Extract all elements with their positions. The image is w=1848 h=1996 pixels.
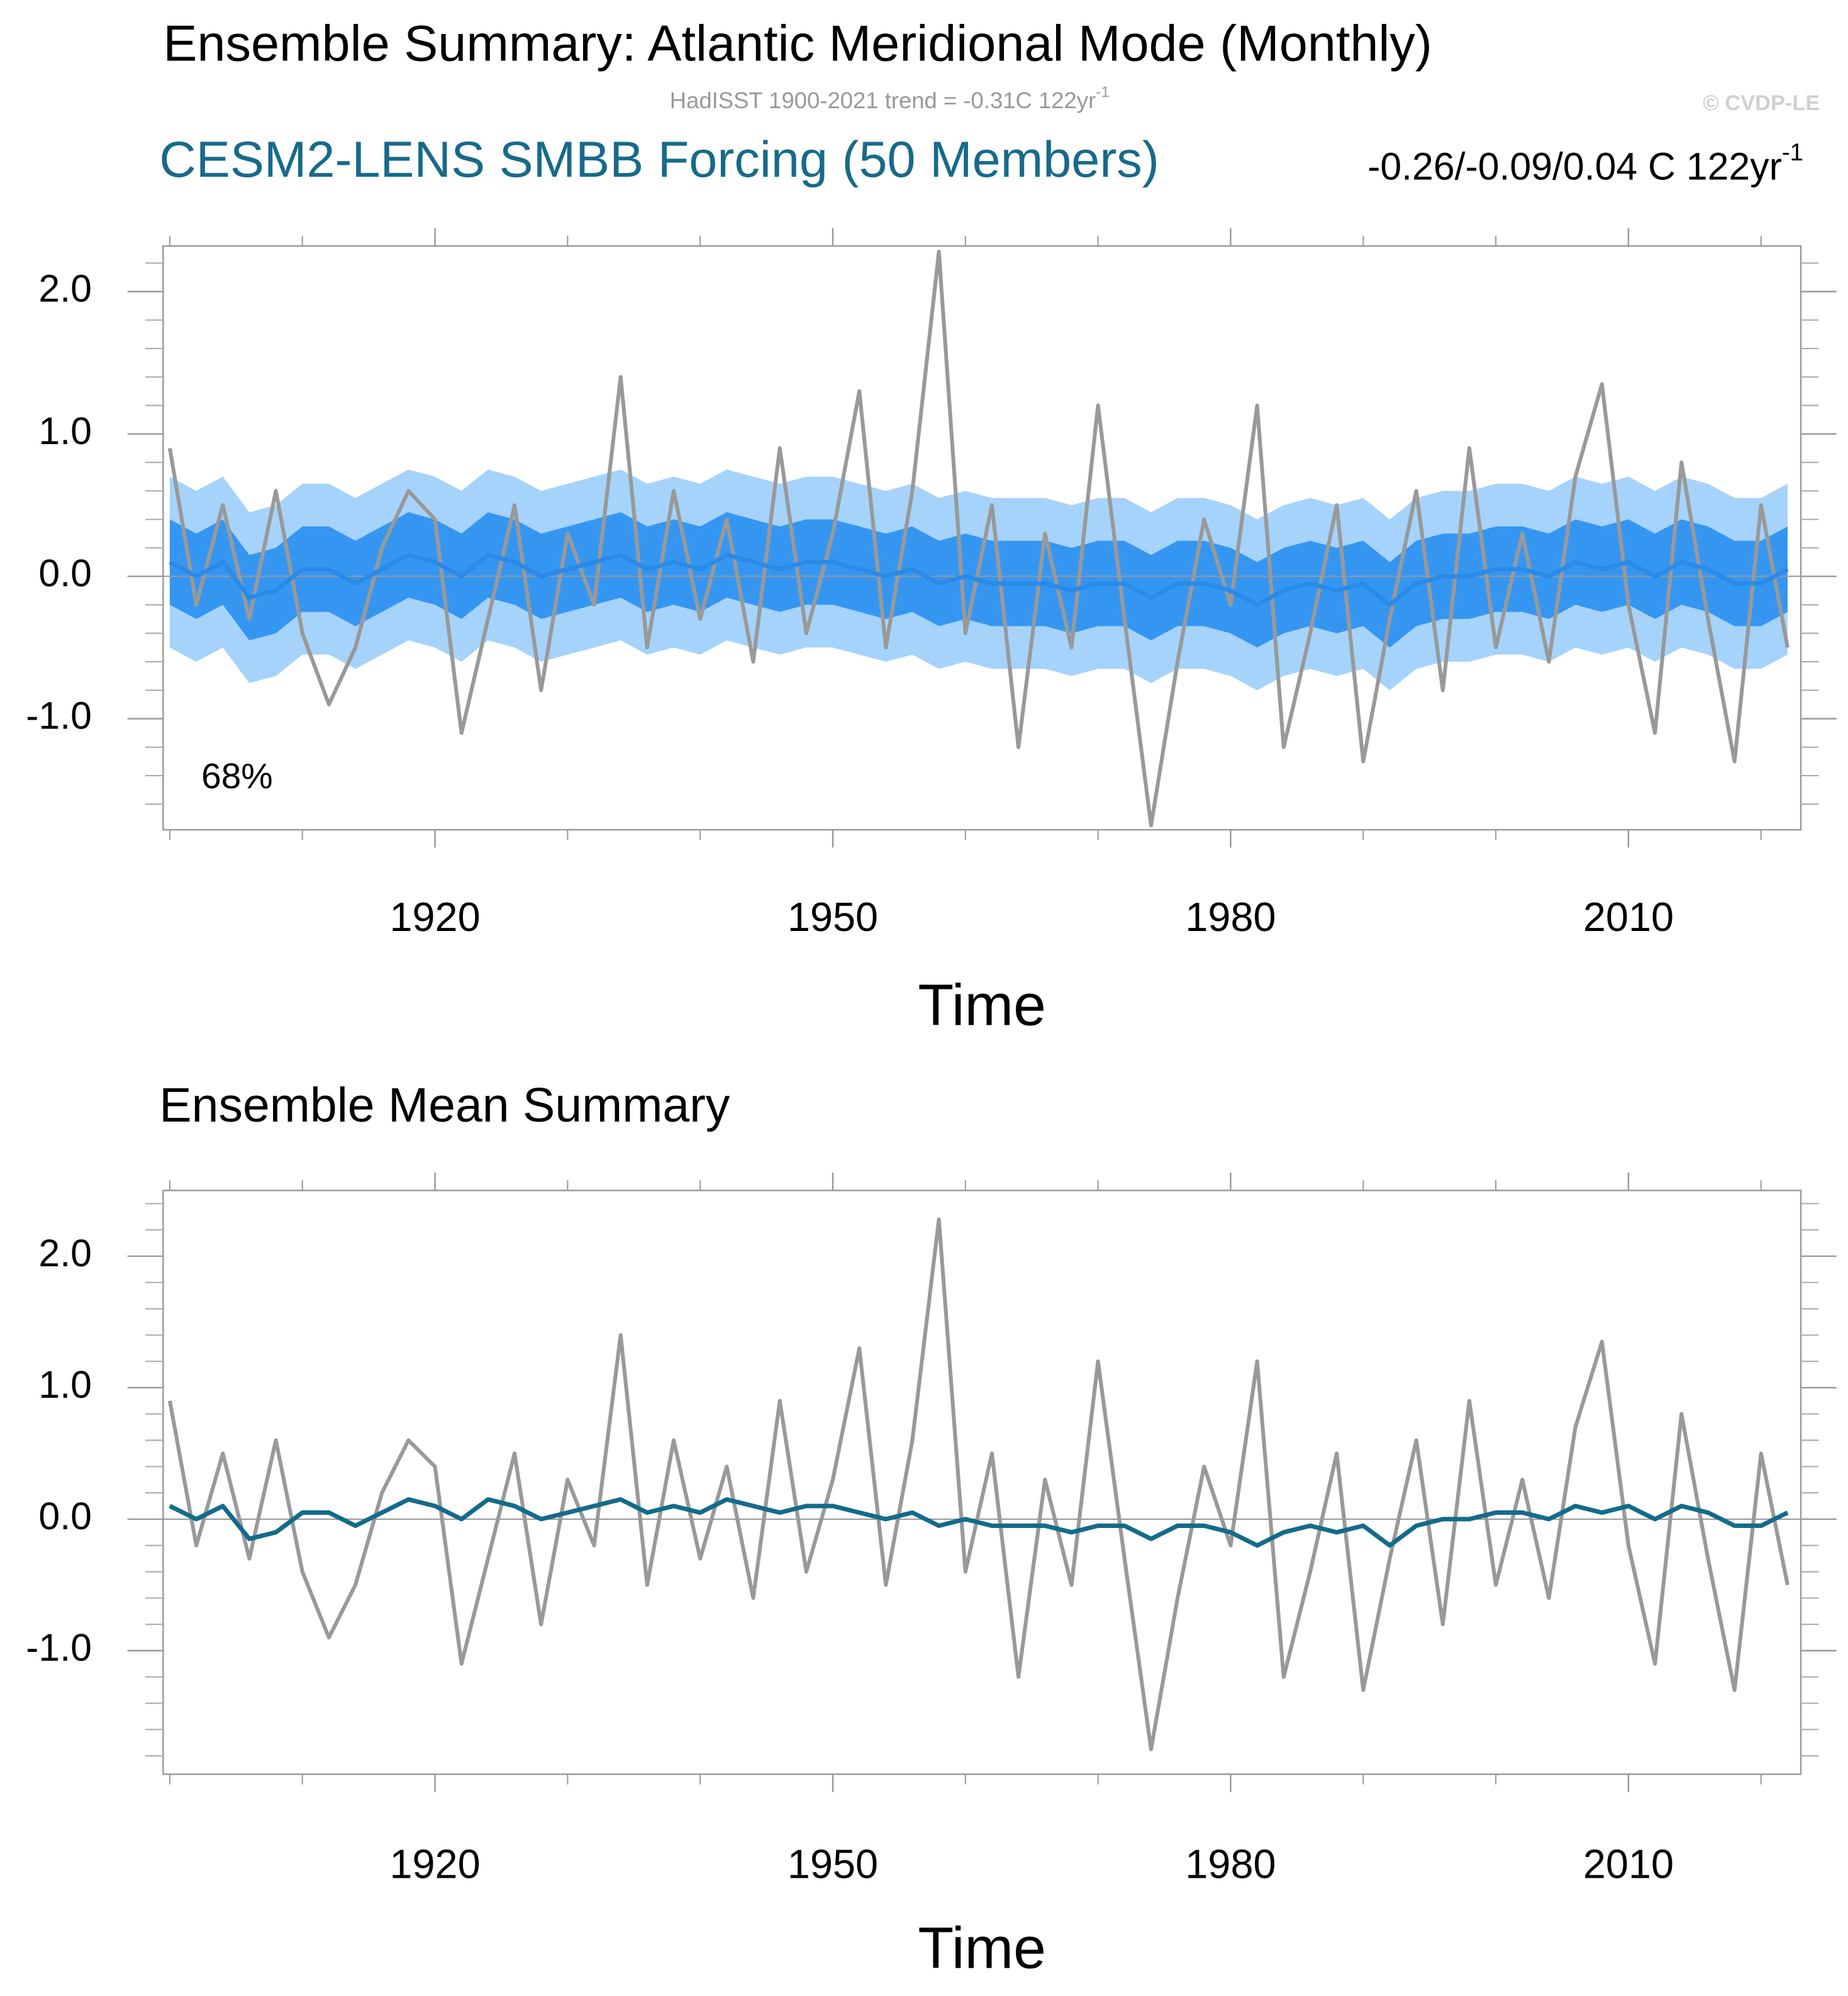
obs-trend-text: HadISST 1900-2021 trend = -0.31C 122yr — [670, 87, 1096, 113]
line-series — [169, 552, 1789, 607]
x-tick-label: 1950 — [788, 1841, 878, 1887]
model-trend-text: -0.26/-0.09/0.04 C 122yr — [1367, 145, 1782, 188]
x-tick-label: 2010 — [1583, 1841, 1674, 1887]
chart-title: Ensemble Mean Summary — [159, 1078, 730, 1132]
copyright: © CVDP-LE — [1703, 91, 1820, 115]
y-tick-label: 1.0 — [38, 410, 91, 452]
plot-frame — [162, 245, 1802, 831]
x-tick-label: 1980 — [1185, 894, 1276, 940]
x-tick-label: 1950 — [788, 894, 878, 940]
model-trend: -0.26/-0.09/0.04 C 122yr-1 — [1367, 139, 1803, 187]
y-tick-label: -1.0 — [26, 694, 92, 737]
model-label: CESM2-LENS SMBB Forcing (50 Members) — [159, 131, 1159, 188]
y-tick-label: -1.0 — [26, 1626, 92, 1669]
x-tick-label: 2010 — [1583, 894, 1674, 940]
x-axis-label: Time — [918, 1915, 1046, 1981]
obs-trend: HadISST 1900-2021 trend = -0.31C 122yr-1 — [670, 84, 1110, 113]
plot-frame — [162, 1190, 1802, 1775]
obs-trend-sup: -1 — [1096, 84, 1110, 101]
chart-title: Ensemble Summary: Atlantic Meridional Mo… — [163, 15, 1432, 72]
x-tick-label: 1920 — [389, 894, 480, 940]
x-tick-label: 1920 — [389, 1841, 480, 1887]
y-tick-label: 0.0 — [38, 552, 91, 594]
y-tick-label: 1.0 — [38, 1363, 91, 1406]
y-tick-label: 2.0 — [38, 267, 91, 310]
model-trend-sup: -1 — [1782, 139, 1803, 166]
x-axis-label: Time — [918, 972, 1046, 1037]
line-series — [169, 1497, 1789, 1548]
y-tick-label: 0.0 — [38, 1495, 91, 1537]
x-tick-label: 1980 — [1185, 1841, 1276, 1887]
y-tick-label: 2.0 — [38, 1232, 91, 1274]
band-label: 68% — [201, 757, 273, 796]
line-series — [167, 250, 1790, 828]
line-series — [167, 1217, 1790, 1751]
